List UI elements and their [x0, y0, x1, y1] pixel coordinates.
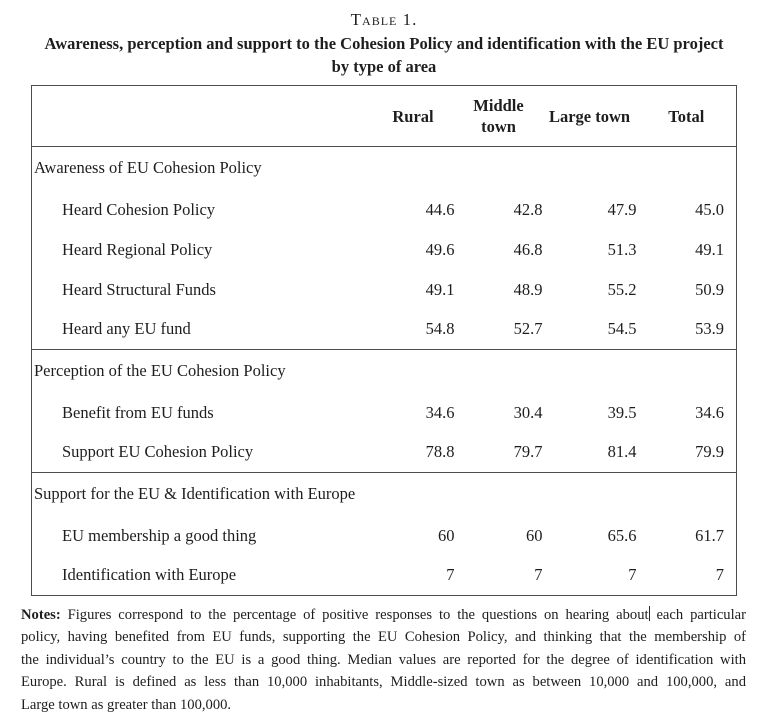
column-header-row: Rural Middle town Large town Total	[31, 85, 737, 147]
row-label: Identification with Europe	[62, 565, 237, 585]
value-cell-rural: 60	[438, 525, 455, 545]
notes-line-1: Notes: Figures correspond to the percent…	[21, 604, 746, 626]
table-row: Heard Regional Policy 49.6 46.8 51.3 49.…	[32, 230, 737, 270]
notes-line-4: Europe. Rural is defined as less than 10…	[21, 674, 746, 691]
value-cell-total: 34.6	[695, 402, 724, 422]
section-header-row: Awareness of EU Cohesion Policy	[32, 147, 737, 190]
value-cell-large-town: 55.2	[607, 279, 637, 299]
column-header-rural: Rural	[371, 85, 455, 147]
value-cell-rural: 44.6	[425, 199, 455, 219]
column-header-middle-town: Middle town	[454, 85, 543, 147]
value-cell-total: 61.7	[695, 525, 724, 545]
statistics-table: Rural Middle town Large town Total Aware…	[31, 85, 737, 596]
row-label: Heard Cohesion Policy	[62, 199, 216, 219]
section-header-row: Perception of the EU Cohesion Policy	[31, 349, 737, 393]
row-label: EU membership a good thing	[62, 525, 257, 545]
value-cell-middle-town: 60	[526, 525, 543, 545]
table-notes[interactable]: Notes: Figures correspond to the percent…	[21, 604, 746, 716]
row-label: Benefit from EU funds	[62, 402, 214, 422]
value-cell-rural: 54.8	[425, 319, 455, 339]
value-cell-rural: 49.6	[425, 239, 455, 259]
value-cell-middle-town: 7	[534, 565, 543, 585]
table-title-line2: by type of area	[331, 57, 437, 76]
value-cell-large-town: 65.6	[607, 525, 637, 545]
value-cell-total: 45.0	[695, 199, 724, 219]
value-cell-total: 79.9	[695, 442, 724, 462]
value-cell-total: 7	[715, 565, 724, 585]
value-cell-rural: 7	[446, 565, 455, 585]
column-header-total: Total	[636, 85, 737, 147]
section-header-perception: Perception of the EU Cohesion Policy	[31, 349, 737, 393]
value-cell-large-town: 54.5	[607, 319, 637, 339]
notes-text-before-caret: Figures correspond to the percentage of …	[60, 607, 649, 623]
value-cell-middle-town: 42.8	[513, 199, 543, 219]
notes-label: Notes:	[21, 607, 61, 623]
table-row: Heard Cohesion Policy 44.6 42.8 47.9 45.…	[32, 190, 737, 230]
table-row: Heard Structural Funds 49.1 48.9 55.2 50…	[32, 270, 737, 310]
section-header-row: Support for the EU & Identification with…	[31, 472, 737, 516]
value-cell-middle-town: 30.4	[513, 402, 543, 422]
value-cell-large-town: 47.9	[607, 199, 637, 219]
notes-line-2: policy, having benefited from EU funds, …	[21, 629, 746, 646]
value-cell-middle-town: 48.9	[513, 279, 543, 299]
value-cell-large-town: 81.4	[607, 442, 637, 462]
notes-text-after-caret: each particular	[649, 607, 746, 623]
table-row: Benefit from EU funds 34.6 30.4 39.5 34.…	[32, 393, 737, 433]
value-cell-large-town: 51.3	[607, 239, 637, 259]
column-header-large-town: Large town	[542, 85, 637, 147]
section-header-awareness: Awareness of EU Cohesion Policy	[34, 158, 262, 178]
table-title-line1: Awareness, perception and support to the…	[44, 34, 724, 53]
value-cell-rural: 78.8	[425, 442, 455, 462]
value-cell-rural: 49.1	[425, 279, 455, 299]
table-title: Awareness, perception and support to the…	[0, 32, 768, 78]
table-row: EU membership a good thing 60 60 65.6 61…	[32, 516, 737, 556]
value-cell-total: 49.1	[695, 239, 724, 259]
row-label: Heard Regional Policy	[62, 239, 213, 259]
text-cursor	[648, 606, 650, 621]
notes-line-5: Large town as greater than 100,000.	[21, 696, 232, 713]
value-cell-large-town: 39.5	[607, 402, 637, 422]
value-cell-rural: 34.6	[425, 402, 455, 422]
table-row: Support EU Cohesion Policy 78.8 79.7 81.…	[32, 433, 737, 473]
notes-line-3: the individual’s country to the EU is a …	[21, 651, 746, 668]
value-cell-middle-town: 79.7	[513, 442, 543, 462]
value-cell-middle-town: 52.7	[513, 319, 543, 339]
header-empty-cell	[31, 85, 372, 147]
value-cell-middle-town: 46.8	[513, 239, 543, 259]
value-cell-large-town: 7	[628, 565, 637, 585]
row-label: Support EU Cohesion Policy	[62, 442, 254, 462]
table-caption-number: Table 1.	[350, 10, 418, 29]
row-label: Heard any EU fund	[62, 319, 191, 339]
table-row: Heard any EU fund 54.8 52.7 54.5 53.9	[32, 310, 737, 350]
value-cell-total: 53.9	[695, 319, 724, 339]
value-cell-total: 50.9	[695, 279, 724, 299]
section-header-support-identification: Support for the EU & Identification with…	[31, 472, 737, 516]
table-row: Identification with Europe 7 7 7 7	[32, 556, 737, 596]
row-label: Heard Structural Funds	[62, 279, 216, 299]
